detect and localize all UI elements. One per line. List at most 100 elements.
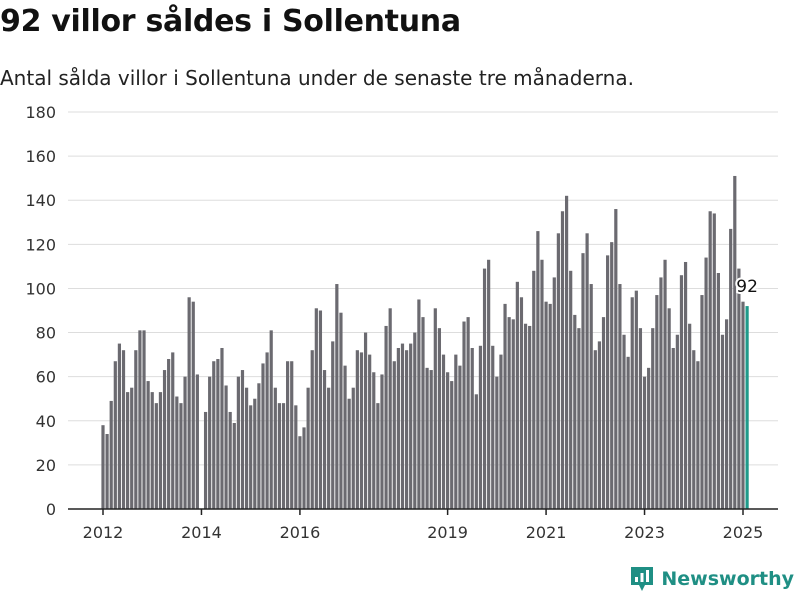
bar (244, 387, 249, 509)
x-tick-label: 2016 (280, 523, 321, 542)
bar (146, 381, 150, 509)
bar (101, 425, 105, 509)
bar (487, 259, 491, 509)
bar (339, 312, 343, 509)
bar-chart: 0 20 40 60 80 100 120 140 160 180 2012 2014 2016 2019… (25, 103, 778, 542)
x-tick-label: 2014 (181, 523, 222, 542)
bar (519, 297, 524, 509)
bar (548, 303, 552, 509)
bar (302, 427, 306, 509)
bar (130, 387, 134, 509)
bar (392, 361, 396, 509)
bar (671, 347, 675, 509)
bar (351, 387, 355, 509)
bar (265, 352, 269, 509)
bar (384, 325, 388, 509)
bar (433, 308, 437, 509)
bar (495, 376, 499, 509)
bar (171, 352, 175, 509)
x-tick-label: 2021 (526, 523, 567, 542)
bar (564, 195, 569, 510)
bar (187, 297, 191, 509)
bar (175, 396, 179, 509)
chart-subtitle: Antal sålda villor i Sollentuna under de… (0, 66, 634, 90)
bar (306, 387, 310, 509)
bar (454, 354, 458, 509)
bar (720, 334, 725, 509)
bar (450, 381, 454, 509)
bar (597, 341, 602, 509)
bar (540, 259, 544, 509)
bar (733, 175, 737, 509)
bar (281, 403, 286, 509)
bar (679, 275, 684, 509)
x-tick-label: 2012 (83, 523, 124, 542)
bar (228, 411, 232, 509)
bar (724, 319, 729, 509)
bar (335, 284, 339, 509)
bar (507, 317, 511, 509)
bar (257, 383, 261, 509)
x-tick-label: 2019 (427, 523, 468, 542)
bar (437, 328, 442, 509)
bar (556, 233, 560, 510)
bar (606, 255, 610, 509)
bar (232, 422, 236, 509)
bar (503, 303, 507, 509)
bar (327, 387, 331, 509)
bar (318, 310, 323, 509)
bar (388, 308, 392, 509)
bar (675, 334, 679, 509)
bar (569, 270, 573, 509)
bar (462, 321, 466, 509)
bar (162, 370, 167, 509)
bar (134, 350, 138, 509)
bar (441, 354, 446, 509)
x-tick-label: 2023 (624, 523, 665, 542)
bar (683, 261, 688, 509)
bar (425, 367, 429, 509)
bar (277, 403, 282, 509)
bar (429, 370, 433, 509)
bar (716, 273, 720, 509)
bar (109, 400, 113, 509)
x-tick-label: 2025 (723, 523, 764, 542)
bar (470, 347, 474, 509)
bar (117, 343, 122, 509)
bar (446, 372, 450, 509)
bar (409, 343, 413, 509)
bar (150, 392, 154, 509)
newsworthy-logo-text: Newsworthy (661, 568, 794, 590)
bar (220, 347, 224, 509)
bar (376, 403, 380, 509)
bar (249, 405, 253, 509)
bar (688, 323, 692, 509)
bar (536, 231, 540, 509)
latest-value-label: 92 (736, 277, 758, 297)
bar (667, 308, 671, 509)
chart-title: 92 villor såldes i Sollentuna (0, 4, 461, 39)
bar (737, 268, 741, 509)
bar (577, 328, 581, 509)
bar (417, 299, 421, 509)
bar (298, 436, 302, 509)
y-tick-label: 180 (25, 103, 56, 122)
bar (458, 365, 462, 509)
y-tick-label: 100 (25, 279, 56, 298)
bar-latest (745, 306, 749, 509)
bar (126, 392, 130, 509)
y-tick-label: 120 (25, 235, 56, 254)
bar (704, 257, 708, 509)
bar (712, 213, 716, 509)
bar (113, 361, 117, 509)
bar (482, 268, 487, 509)
bar (528, 325, 532, 509)
bar (396, 347, 400, 509)
bar (741, 301, 745, 509)
bar (105, 434, 109, 509)
bar (651, 328, 655, 509)
bar (331, 341, 335, 509)
bar (466, 317, 470, 509)
bar (474, 394, 478, 509)
bar (532, 270, 536, 509)
